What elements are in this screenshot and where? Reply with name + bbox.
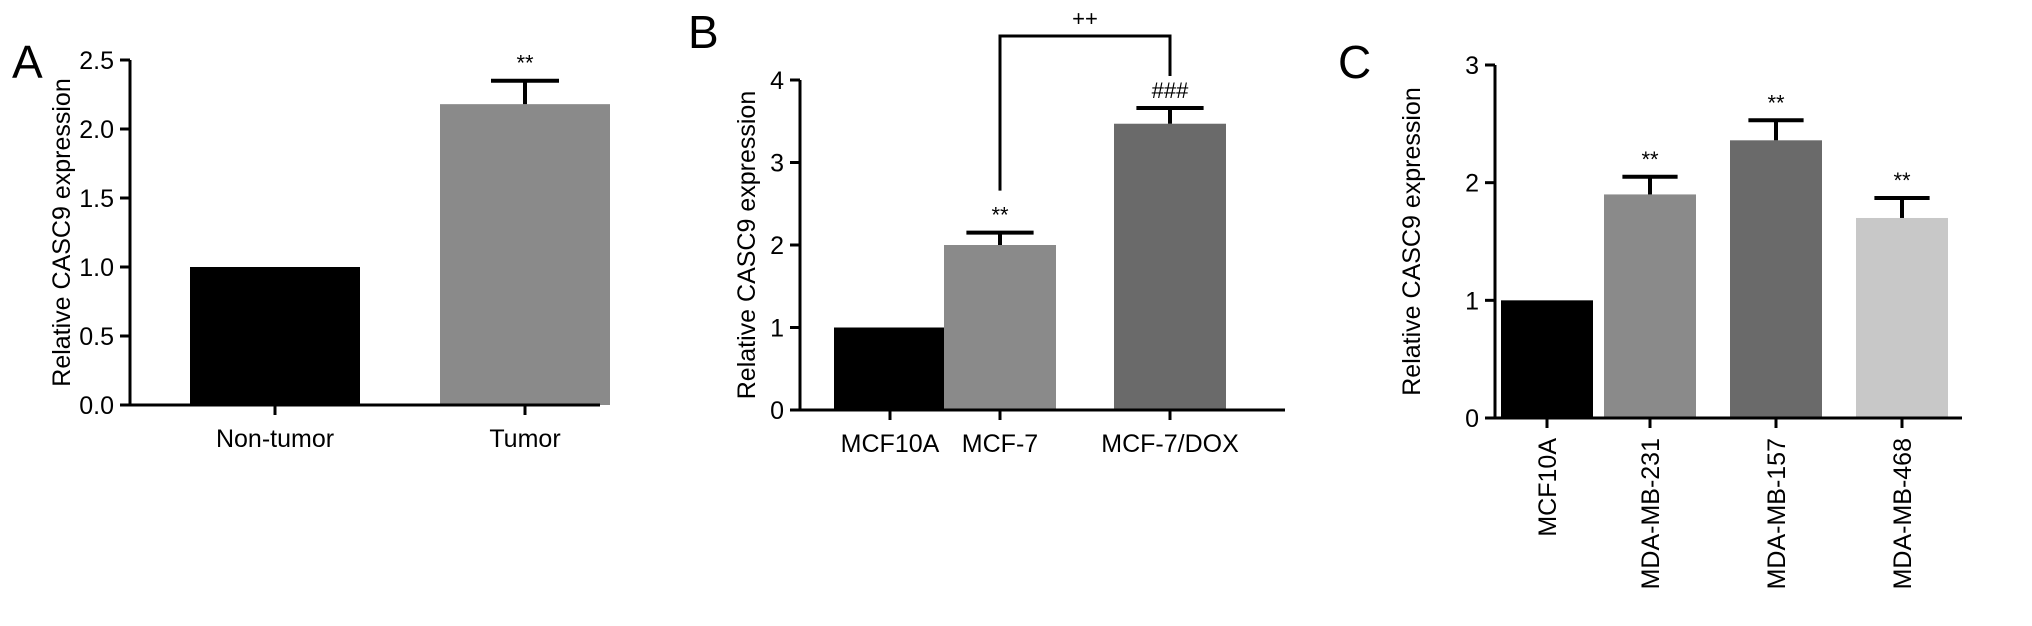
category-label: Non-tumor xyxy=(216,425,334,453)
category-label: MCF10A xyxy=(1534,438,1562,537)
y-tick-label: 0 xyxy=(1465,405,1479,433)
y-axis-title: Relative CASC9 expression xyxy=(1398,87,1426,395)
bar-b-0 xyxy=(834,327,946,410)
bar-a-0 xyxy=(190,267,360,405)
y-axis-title: Relative CASC9 expression xyxy=(733,91,761,399)
bar-b-2 xyxy=(1114,123,1226,410)
bar-c-1 xyxy=(1604,194,1696,418)
comparison-bracket xyxy=(998,34,1172,191)
y-tick-label: 0.0 xyxy=(79,392,114,420)
y-tick-label: 2 xyxy=(1465,170,1479,198)
y-tick-label: 1.5 xyxy=(79,185,114,213)
significance-label-2: ### xyxy=(1152,78,1189,103)
y-tick-label: 0.5 xyxy=(79,323,114,351)
significance-label-2: ** xyxy=(1767,90,1785,115)
significance-label-3: ** xyxy=(1893,168,1911,193)
bar-c-0 xyxy=(1501,300,1593,418)
category-label: MDA-MB-468 xyxy=(1889,438,1917,589)
panel-label-c: C xyxy=(1338,36,1371,88)
y-tick-label: 1 xyxy=(1465,287,1479,315)
chart-panel-c: ** ** ** 0 1 2 3 MCF10A MDA-MB-231 MDA-MB-157 MDA-… xyxy=(1398,52,1962,589)
bar-a-1 xyxy=(440,104,610,405)
significance-label-1: ** xyxy=(1641,147,1659,172)
y-tick-label: 2.5 xyxy=(79,47,114,75)
bracket-label: ++ xyxy=(1072,6,1098,31)
y-tick-label: 1 xyxy=(770,315,784,343)
category-label: MCF-7 xyxy=(962,430,1038,458)
category-label: MDA-MB-157 xyxy=(1763,438,1791,589)
y-tick-label: 3 xyxy=(770,150,784,178)
panel-label-a: A xyxy=(12,36,43,88)
bar-c-3 xyxy=(1856,217,1948,418)
panel-label-b: B xyxy=(688,6,719,58)
y-tick-label: 1.0 xyxy=(79,254,114,282)
significance-label-1: ** xyxy=(991,203,1009,228)
category-label: Tumor xyxy=(489,425,560,453)
category-label: MCF-7/DOX xyxy=(1101,430,1239,458)
y-tick-label: 2 xyxy=(770,232,784,260)
y-tick-label: 2.0 xyxy=(79,116,114,144)
bar-b-1 xyxy=(944,245,1056,410)
y-axis-title: Relative CASC9 expression xyxy=(48,78,76,386)
y-tick-label: 0 xyxy=(770,397,784,425)
chart-panel-a: ** 0.0 0.5 1.0 1.5 2.0 2.5 Non-tumor Tumor Relati… xyxy=(48,47,610,453)
category-label: MCF10A xyxy=(841,430,940,458)
category-label: MDA-MB-231 xyxy=(1637,438,1665,589)
y-tick-label: 4 xyxy=(770,67,784,95)
chart-panel-b: ** ### ++ 0 1 2 3 4 MCF10A MCF-7 MCF-7/DOX Relative… xyxy=(733,6,1285,458)
bar-c-2 xyxy=(1730,140,1822,418)
significance-label-1: ** xyxy=(516,51,534,76)
y-tick-label: 3 xyxy=(1465,52,1479,80)
